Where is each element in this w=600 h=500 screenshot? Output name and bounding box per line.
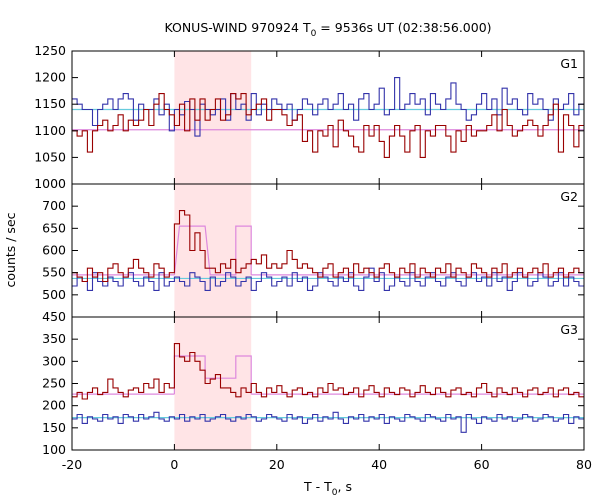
x-tick-label: 0	[170, 457, 178, 472]
x-axis-label-subscript: 0	[332, 488, 338, 498]
y-tick-label: 1150	[34, 96, 66, 111]
y-tick-label: 100	[42, 442, 66, 457]
chart-title: KONUS-WIND 970924 T0 = 9536s UT (02:38:5…	[164, 20, 491, 39]
x-axis-label: T - T0, s	[303, 479, 352, 498]
y-tick-label: 1000	[34, 176, 66, 191]
x-tick-label: 80	[576, 457, 592, 472]
highlight-band	[174, 51, 252, 184]
panel-label: G2	[560, 189, 578, 204]
panel-label: G3	[560, 322, 578, 337]
x-axis-label-main: T - T	[303, 479, 332, 494]
x-tick-label: 40	[371, 457, 387, 472]
highlight-band	[174, 184, 252, 317]
y-tick-label: 450	[42, 309, 66, 324]
panel-series	[72, 77, 584, 158]
chart-title-main: KONUS-WIND 970924 T	[164, 20, 310, 35]
x-tick-label: 60	[474, 457, 490, 472]
panel-g2: 450 500 550 600 650 700 G2	[42, 183, 585, 324]
x-tick-label: 20	[269, 457, 285, 472]
y-tick-label: 350	[42, 331, 66, 346]
panel-series	[72, 210, 584, 291]
y-tick-label: 500	[42, 287, 66, 302]
panel-g3: 100 150 200 250 300 350 G3	[42, 316, 585, 457]
background-counts-series	[72, 267, 584, 291]
panel-series	[72, 343, 584, 433]
y-tick-label: 1050	[34, 149, 66, 164]
y-axis-label: counts / sec	[3, 212, 18, 287]
plot-layer: 100010501100115012001250G145050055060065…	[34, 43, 592, 472]
source-counts-series	[72, 210, 584, 283]
background-counts-series	[72, 411, 584, 433]
chart-title-subscript: 0	[311, 29, 317, 39]
y-tick-label: 1200	[34, 70, 66, 85]
y-tick-label: 700	[42, 198, 66, 213]
y-tick-label: 1250	[34, 43, 66, 58]
source-counts-series	[72, 93, 584, 158]
y-tick-label: 600	[42, 243, 66, 258]
source-counts-series	[72, 343, 584, 400]
y-tick-label: 650	[42, 220, 66, 235]
x-axis-label-rest: , s	[338, 479, 352, 494]
y-tick-label: 300	[42, 353, 66, 368]
y-tick-label: 1100	[34, 123, 66, 138]
panel-g1: 1000 1050 1100 1150 1200 1250 G1	[34, 43, 585, 191]
y-tick-label: 200	[42, 398, 66, 413]
panel-frame	[71, 183, 585, 318]
highlight-band	[174, 317, 252, 450]
source-fit-steps	[173, 225, 252, 276]
x-tick-label: -20	[62, 457, 82, 472]
y-tick-label: 250	[42, 376, 66, 391]
y-tick-label: 550	[42, 265, 66, 280]
panel-label: G1	[560, 56, 578, 71]
y-tick-label: 150	[42, 420, 66, 435]
chart-title-rest: = 9536s UT (02:38:56.000)	[316, 20, 491, 35]
background-counts-series	[72, 77, 584, 137]
